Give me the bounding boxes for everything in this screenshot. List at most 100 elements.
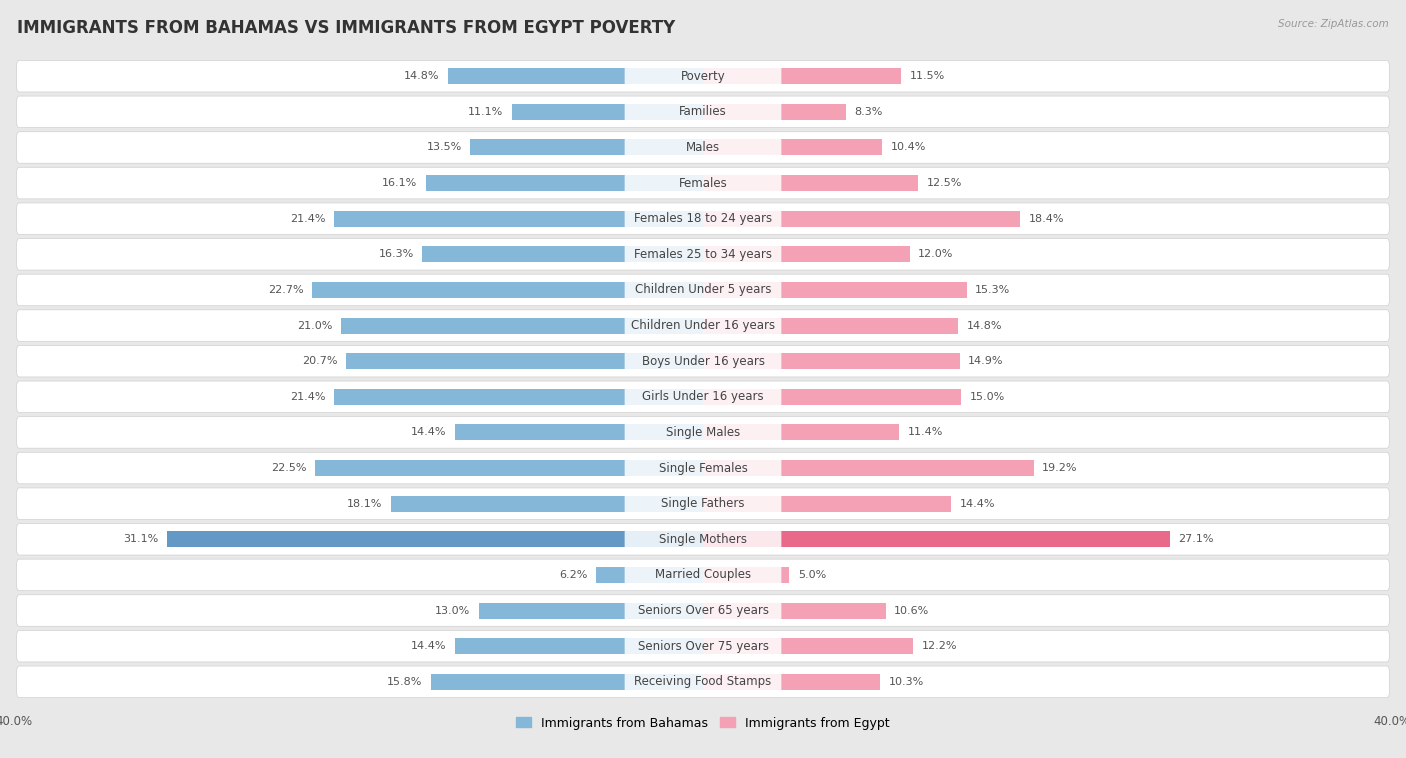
- Text: 10.3%: 10.3%: [889, 677, 924, 687]
- FancyBboxPatch shape: [17, 203, 1389, 234]
- FancyBboxPatch shape: [624, 67, 782, 85]
- Text: 21.4%: 21.4%: [290, 214, 326, 224]
- Text: 21.4%: 21.4%: [290, 392, 326, 402]
- FancyBboxPatch shape: [624, 637, 782, 655]
- Text: 27.1%: 27.1%: [1178, 534, 1213, 544]
- Bar: [456, 638, 703, 654]
- FancyBboxPatch shape: [624, 317, 782, 334]
- Text: Seniors Over 75 years: Seniors Over 75 years: [637, 640, 769, 653]
- Bar: [703, 246, 910, 262]
- Text: 15.8%: 15.8%: [387, 677, 422, 687]
- Text: Males: Males: [686, 141, 720, 154]
- Bar: [703, 139, 882, 155]
- Bar: [479, 603, 703, 619]
- FancyBboxPatch shape: [624, 495, 782, 512]
- Bar: [456, 424, 703, 440]
- FancyBboxPatch shape: [624, 459, 782, 477]
- Text: Seniors Over 65 years: Seniors Over 65 years: [637, 604, 769, 617]
- Text: 14.8%: 14.8%: [966, 321, 1002, 330]
- Text: Children Under 16 years: Children Under 16 years: [631, 319, 775, 332]
- Text: 13.0%: 13.0%: [436, 606, 471, 615]
- Text: 22.5%: 22.5%: [271, 463, 307, 473]
- FancyBboxPatch shape: [17, 631, 1389, 662]
- Legend: Immigrants from Bahamas, Immigrants from Egypt: Immigrants from Bahamas, Immigrants from…: [510, 712, 896, 735]
- Text: 20.7%: 20.7%: [302, 356, 337, 366]
- FancyBboxPatch shape: [624, 139, 782, 156]
- Text: 22.7%: 22.7%: [267, 285, 304, 295]
- FancyBboxPatch shape: [17, 61, 1389, 92]
- Text: Families: Families: [679, 105, 727, 118]
- FancyBboxPatch shape: [17, 666, 1389, 697]
- Text: 13.5%: 13.5%: [426, 143, 461, 152]
- FancyBboxPatch shape: [624, 174, 782, 192]
- Bar: [703, 531, 1170, 547]
- Text: 11.1%: 11.1%: [468, 107, 503, 117]
- Bar: [335, 211, 703, 227]
- Bar: [703, 603, 886, 619]
- Text: 6.2%: 6.2%: [560, 570, 588, 580]
- Text: Single Males: Single Males: [666, 426, 740, 439]
- Text: 18.4%: 18.4%: [1029, 214, 1064, 224]
- Text: 5.0%: 5.0%: [797, 570, 825, 580]
- FancyBboxPatch shape: [17, 168, 1389, 199]
- Text: 10.6%: 10.6%: [894, 606, 929, 615]
- Bar: [315, 460, 703, 476]
- Text: 14.4%: 14.4%: [960, 499, 995, 509]
- Bar: [391, 496, 703, 512]
- Bar: [703, 318, 957, 334]
- Text: IMMIGRANTS FROM BAHAMAS VS IMMIGRANTS FROM EGYPT POVERTY: IMMIGRANTS FROM BAHAMAS VS IMMIGRANTS FR…: [17, 19, 675, 37]
- FancyBboxPatch shape: [624, 103, 782, 121]
- Bar: [703, 211, 1019, 227]
- FancyBboxPatch shape: [624, 210, 782, 227]
- Text: Poverty: Poverty: [681, 70, 725, 83]
- FancyBboxPatch shape: [624, 424, 782, 441]
- Text: 12.5%: 12.5%: [927, 178, 962, 188]
- Bar: [167, 531, 703, 547]
- Text: 14.9%: 14.9%: [969, 356, 1004, 366]
- FancyBboxPatch shape: [17, 381, 1389, 412]
- Bar: [703, 567, 789, 583]
- FancyBboxPatch shape: [17, 417, 1389, 448]
- Text: 15.0%: 15.0%: [970, 392, 1005, 402]
- Text: Children Under 5 years: Children Under 5 years: [634, 283, 772, 296]
- Text: Single Fathers: Single Fathers: [661, 497, 745, 510]
- Bar: [312, 282, 703, 298]
- Bar: [346, 353, 703, 369]
- Text: 14.4%: 14.4%: [411, 428, 446, 437]
- Bar: [422, 246, 703, 262]
- Text: 11.5%: 11.5%: [910, 71, 945, 81]
- Bar: [596, 567, 703, 583]
- FancyBboxPatch shape: [624, 388, 782, 406]
- FancyBboxPatch shape: [17, 310, 1389, 341]
- Text: 10.4%: 10.4%: [891, 143, 927, 152]
- Bar: [703, 104, 846, 120]
- FancyBboxPatch shape: [17, 595, 1389, 626]
- FancyBboxPatch shape: [17, 96, 1389, 127]
- Text: 16.3%: 16.3%: [378, 249, 413, 259]
- Text: 18.1%: 18.1%: [347, 499, 382, 509]
- Bar: [471, 139, 703, 155]
- Text: 16.1%: 16.1%: [382, 178, 418, 188]
- Bar: [449, 68, 703, 84]
- FancyBboxPatch shape: [17, 274, 1389, 305]
- Bar: [703, 674, 880, 690]
- Text: 12.2%: 12.2%: [922, 641, 957, 651]
- FancyBboxPatch shape: [17, 346, 1389, 377]
- Text: 14.4%: 14.4%: [411, 641, 446, 651]
- Bar: [703, 282, 966, 298]
- Text: 8.3%: 8.3%: [855, 107, 883, 117]
- Bar: [703, 496, 950, 512]
- Bar: [335, 389, 703, 405]
- Text: Boys Under 16 years: Boys Under 16 years: [641, 355, 765, 368]
- Text: Single Mothers: Single Mothers: [659, 533, 747, 546]
- Bar: [703, 175, 918, 191]
- Bar: [703, 389, 962, 405]
- Text: 15.3%: 15.3%: [976, 285, 1011, 295]
- Bar: [703, 68, 901, 84]
- Text: 14.8%: 14.8%: [404, 71, 440, 81]
- Text: Females: Females: [679, 177, 727, 190]
- Text: Source: ZipAtlas.com: Source: ZipAtlas.com: [1278, 19, 1389, 29]
- FancyBboxPatch shape: [17, 239, 1389, 270]
- FancyBboxPatch shape: [17, 453, 1389, 484]
- FancyBboxPatch shape: [624, 566, 782, 584]
